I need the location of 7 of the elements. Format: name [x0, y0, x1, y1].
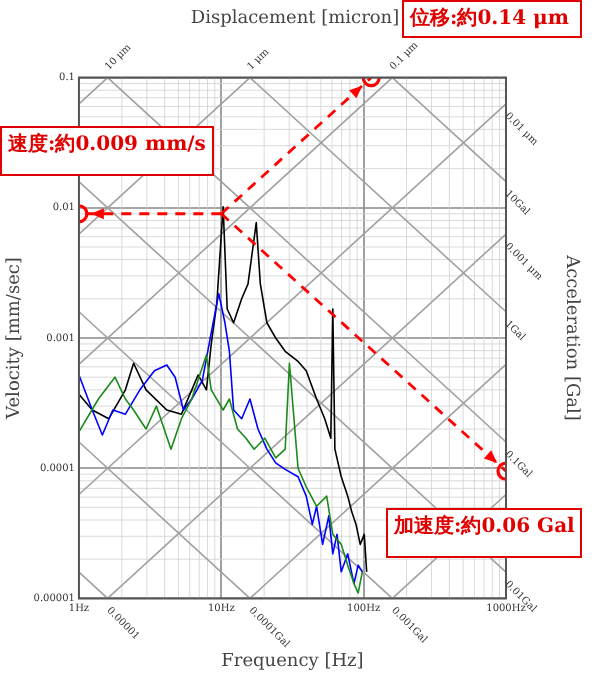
y-axis-title: Velocity [mm/sec] — [5, 257, 26, 421]
annotation: 速度:約0.009 mm/s — [8, 133, 206, 156]
y2-axis-title: Acceleration [Gal] — [560, 253, 581, 421]
x-axis-title: Frequency [Hz] — [221, 651, 364, 672]
annotation: 加速度:約0.06 Gal — [394, 515, 575, 538]
chart-title: Displacement [micron] — [190, 9, 400, 30]
text: 位移:約0.14 μm — [410, 8, 569, 30]
